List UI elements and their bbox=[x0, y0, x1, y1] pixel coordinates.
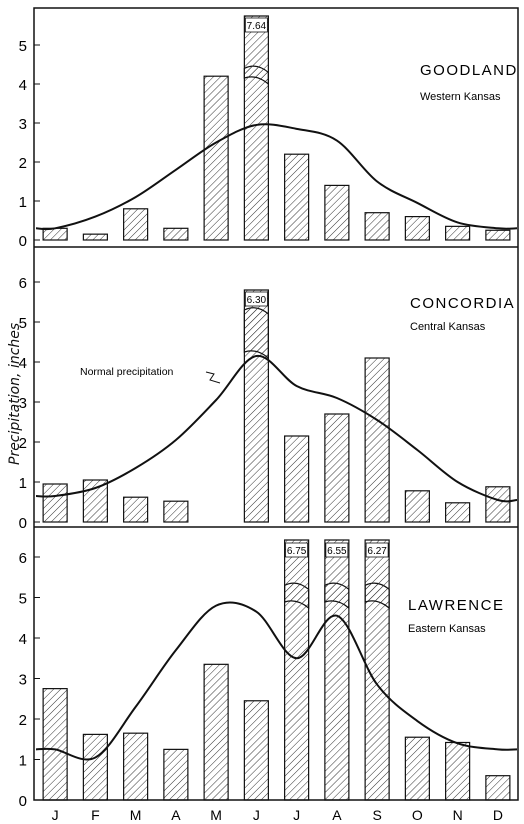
y-tick-label: 2 bbox=[19, 712, 27, 729]
bar bbox=[82, 733, 108, 801]
y-tick-label: 2 bbox=[19, 435, 27, 452]
normal-precipitation-line bbox=[35, 601, 518, 761]
month-label: A bbox=[332, 807, 342, 823]
bar bbox=[445, 741, 471, 801]
bar bbox=[203, 75, 229, 241]
month-label: S bbox=[372, 807, 381, 823]
bar-cap bbox=[243, 15, 269, 86]
panel-concordia: 0 1 2 3 4 5 6 6.30 CONCORDIA Central Kansas Normal… bbox=[19, 275, 518, 532]
bar bbox=[82, 233, 108, 241]
y-tick-label: 1 bbox=[19, 194, 27, 211]
bar-value-box bbox=[244, 291, 268, 307]
y-tick-label: 3 bbox=[19, 672, 27, 689]
bar bbox=[324, 184, 350, 241]
station-name: LAWRENCE bbox=[408, 597, 504, 614]
month-label: J bbox=[293, 807, 300, 823]
bar bbox=[82, 479, 108, 523]
y-tick-label: 3 bbox=[19, 116, 27, 133]
month-label: M bbox=[210, 807, 222, 823]
station-region: Eastern Kansas bbox=[408, 623, 486, 635]
bar bbox=[284, 153, 310, 241]
bar bbox=[364, 212, 390, 241]
bar bbox=[123, 208, 149, 241]
y-tick-label: 4 bbox=[19, 77, 27, 94]
figure-frame bbox=[33, 7, 519, 801]
bar bbox=[163, 500, 189, 523]
y-tick-label: 0 bbox=[19, 233, 27, 250]
month-label: M bbox=[130, 807, 142, 823]
month-label: A bbox=[171, 807, 181, 823]
month-label: J bbox=[253, 807, 260, 823]
month-label: F bbox=[91, 807, 100, 823]
bar-cap bbox=[243, 289, 269, 360]
annotation-leader bbox=[205, 371, 221, 384]
bar bbox=[404, 490, 430, 523]
y-tick-label: 6 bbox=[19, 275, 27, 292]
station-region: Western Kansas bbox=[420, 91, 501, 103]
bar-value-box bbox=[365, 542, 389, 558]
bar bbox=[445, 225, 471, 241]
y-tick-label: 3 bbox=[19, 395, 27, 412]
y-tick-label: 5 bbox=[19, 38, 27, 55]
station-region: Central Kansas bbox=[410, 321, 486, 333]
y-tick-label: 6 bbox=[19, 550, 27, 567]
bar bbox=[485, 229, 511, 241]
month-label: O bbox=[412, 807, 423, 823]
bar-value-label: 6.27 bbox=[367, 546, 387, 557]
bar-value-label: 7.64 bbox=[247, 21, 267, 32]
y-tick-label: 4 bbox=[19, 631, 27, 648]
y-tick-label: 5 bbox=[19, 591, 27, 608]
bar bbox=[404, 216, 430, 241]
y-tick-label: 0 bbox=[19, 793, 27, 810]
bar bbox=[485, 486, 511, 523]
bar bbox=[404, 736, 430, 801]
normal-precipitation-line bbox=[35, 354, 518, 503]
bar bbox=[243, 65, 269, 241]
bar bbox=[203, 663, 229, 801]
panel-goodland: 0 1 2 3 4 5 7.64 GOODLAND Western Kansas bbox=[19, 15, 518, 250]
y-tick-label: 5 bbox=[19, 315, 27, 332]
bar-value-box bbox=[244, 17, 268, 33]
bar bbox=[324, 413, 350, 523]
bar bbox=[485, 775, 511, 801]
bar bbox=[364, 582, 390, 801]
bar bbox=[42, 483, 68, 523]
bar-value-box bbox=[325, 542, 349, 558]
bar-value-label: 6.75 bbox=[287, 546, 307, 557]
y-tick-label: 2 bbox=[19, 155, 27, 172]
bar-value-label: 6.30 bbox=[247, 295, 267, 306]
month-label: J bbox=[52, 807, 59, 823]
bar bbox=[123, 496, 149, 523]
bar bbox=[42, 688, 68, 801]
bar bbox=[284, 435, 310, 523]
bar bbox=[163, 748, 189, 801]
y-axis-label: Precipitation, inches bbox=[7, 322, 23, 465]
bar bbox=[123, 732, 149, 801]
bar-value-label: 6.55 bbox=[327, 546, 347, 557]
y-tick-label: 1 bbox=[19, 753, 27, 770]
station-name: CONCORDIA bbox=[410, 295, 515, 312]
month-label: D bbox=[493, 807, 503, 823]
normal-precipitation-line bbox=[35, 123, 518, 231]
month-label: N bbox=[453, 807, 463, 823]
bar bbox=[163, 227, 189, 241]
panel-lawrence: 0 1 2 3 4 5 6 6.75 6.55 6.27 LAWRENCE Eastern Kansa… bbox=[19, 539, 518, 810]
station-name: GOODLAND bbox=[420, 62, 518, 79]
bar bbox=[445, 502, 471, 523]
y-tick-label: 0 bbox=[19, 515, 27, 532]
y-tick-label: 4 bbox=[19, 355, 27, 372]
bar bbox=[243, 700, 269, 801]
bar bbox=[364, 357, 390, 523]
y-tick-label: 1 bbox=[19, 475, 27, 492]
normal-precipitation-annotation: Normal precipitation bbox=[80, 366, 174, 378]
bar-value-box bbox=[285, 542, 309, 558]
bar bbox=[284, 582, 310, 801]
